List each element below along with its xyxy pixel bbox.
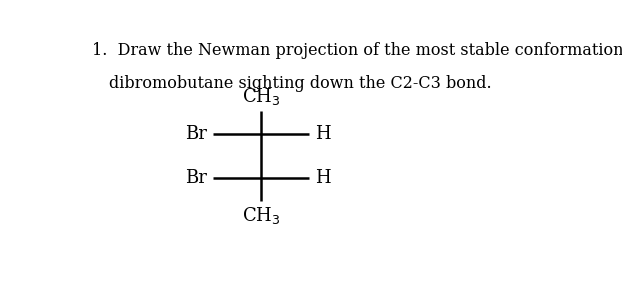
Text: Br: Br (185, 169, 207, 187)
Text: H: H (315, 169, 330, 187)
Text: dibromobutane sighting down the C2-C3 bond.: dibromobutane sighting down the C2-C3 bo… (109, 75, 492, 92)
Text: Br: Br (185, 125, 207, 143)
Text: 1.  Draw the Newman projection of the most stable conformation of the following: 1. Draw the Newman projection of the mos… (92, 42, 622, 59)
Text: CH$_3$: CH$_3$ (241, 205, 281, 226)
Text: CH$_3$: CH$_3$ (241, 86, 281, 107)
Text: H: H (315, 125, 330, 143)
